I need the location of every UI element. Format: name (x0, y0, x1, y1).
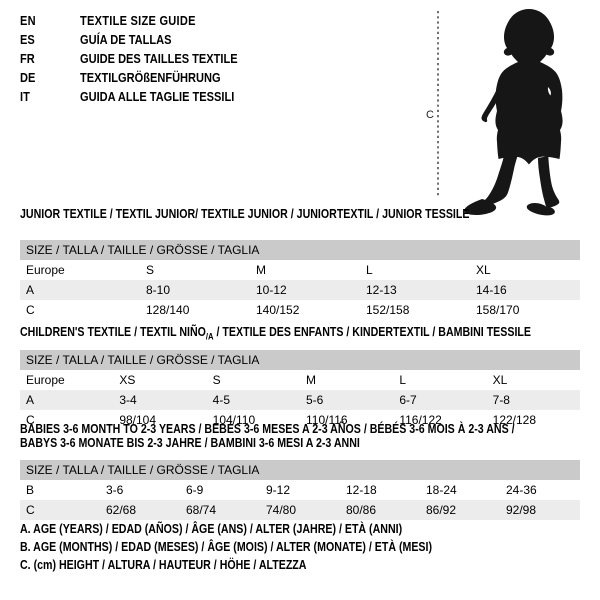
svg-text:C: C (426, 109, 434, 121)
